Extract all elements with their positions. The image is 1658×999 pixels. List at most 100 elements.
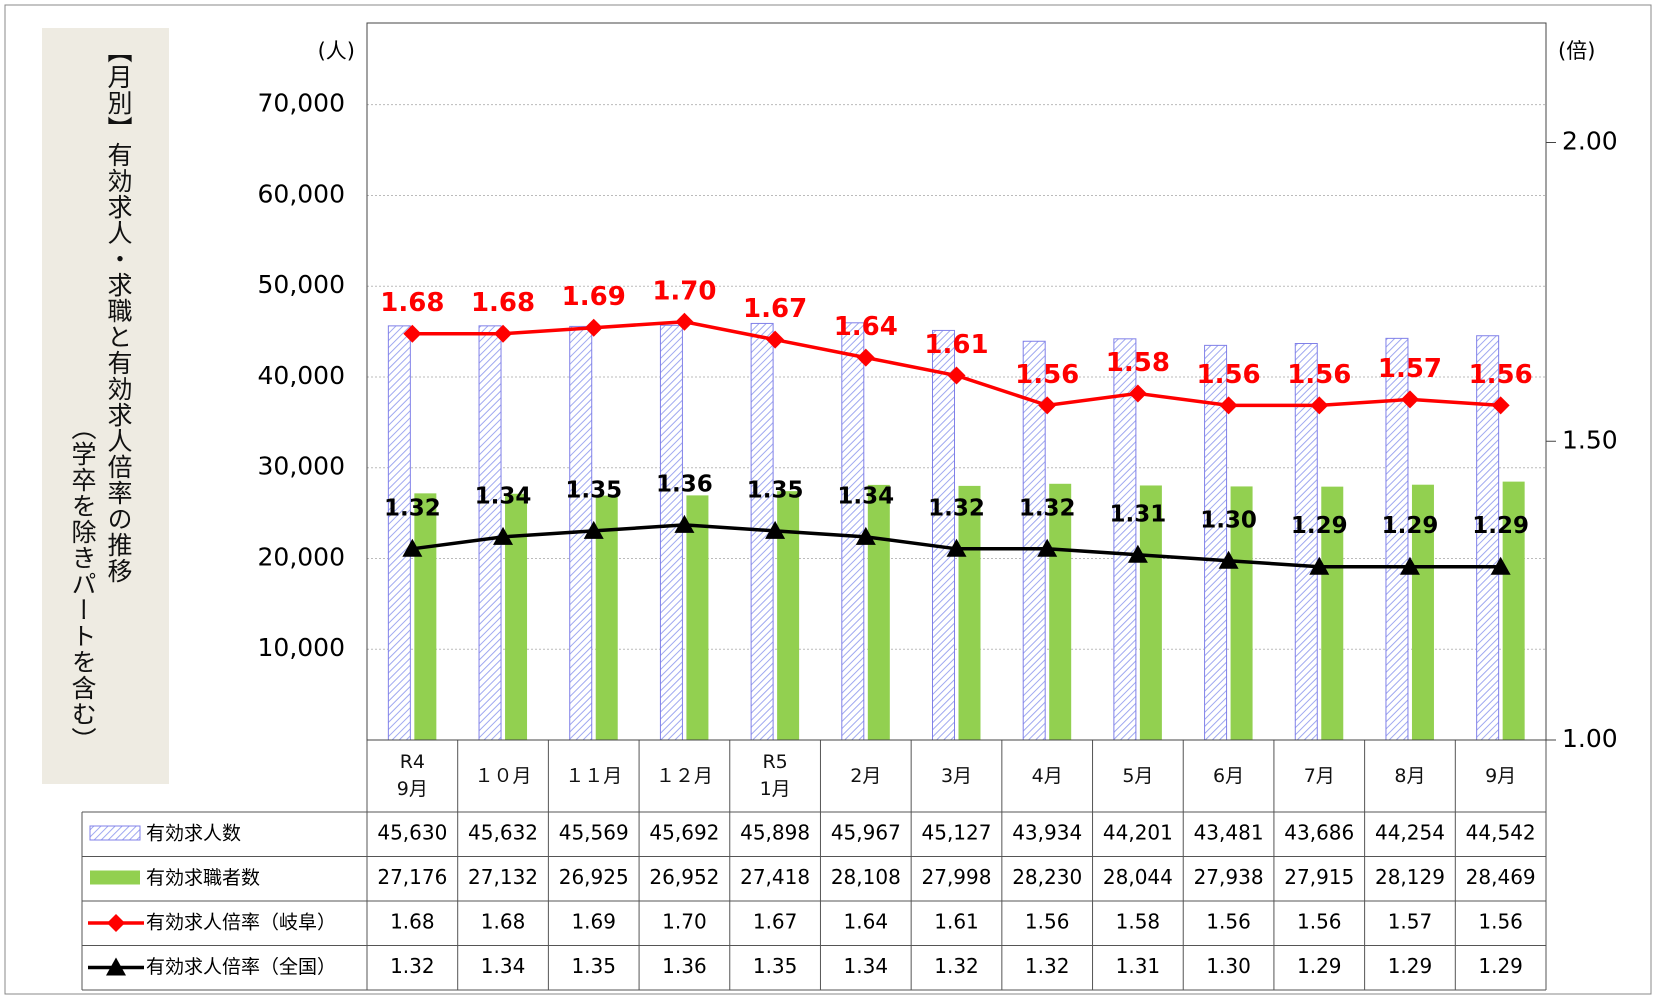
table-value: 27,132	[468, 865, 538, 889]
legend-swatch	[89, 825, 141, 841]
table-value: 1.69	[571, 910, 616, 934]
table-value: 45,569	[559, 821, 629, 845]
bar	[841, 322, 865, 741]
table-value: 28,044	[1103, 865, 1173, 889]
bar	[867, 484, 890, 740]
marker	[403, 324, 422, 343]
y-tick-label: 60,000	[258, 179, 345, 208]
data-label: 1.58	[1106, 348, 1170, 378]
bar	[1230, 486, 1253, 740]
marker	[106, 957, 126, 976]
table-value: 45,630	[377, 821, 447, 845]
bar	[387, 325, 411, 741]
data-label: 1.29	[1291, 513, 1348, 539]
table-value: 1.61	[934, 910, 979, 934]
table-value: 1.56	[1206, 910, 1251, 934]
table-value: 45,898	[740, 821, 810, 845]
x-tick-label: １０月	[474, 764, 532, 787]
x-tick-label: 6月	[1213, 764, 1245, 787]
data-label: 1.29	[1382, 513, 1439, 539]
table-value: 1.32	[934, 954, 979, 978]
marker	[675, 312, 694, 331]
marker	[766, 330, 785, 349]
table-value: 1.36	[662, 954, 707, 978]
data-label: 1.70	[652, 276, 716, 306]
table-value: 28,108	[831, 865, 901, 889]
plot-frame	[366, 22, 1547, 741]
data-label: 1.64	[834, 312, 898, 342]
bar	[1139, 485, 1162, 740]
data-label: 1.29	[1472, 513, 1529, 539]
marker	[1399, 556, 1420, 575]
legend-label: 有効求人数	[146, 823, 241, 845]
table-value: 1.56	[1478, 910, 1523, 934]
table-value: 1.57	[1388, 910, 1433, 934]
marker	[402, 538, 423, 557]
marker	[1491, 396, 1510, 415]
x-tick-label: 2月	[850, 764, 882, 787]
data-label: 1.68	[380, 288, 444, 318]
table-value: 1.32	[1025, 954, 1070, 978]
marker	[494, 324, 513, 343]
table-value: 1.56	[1025, 910, 1070, 934]
table-value: 45,127	[922, 821, 992, 845]
marker	[765, 520, 786, 539]
table-value: 1.34	[481, 954, 526, 978]
bar	[958, 485, 981, 740]
marker	[1037, 538, 1058, 557]
table-value: 28,230	[1012, 865, 1082, 889]
legend-label: 有効求人倍率（岐阜）	[146, 912, 336, 934]
y-tick-label: 20,000	[258, 542, 345, 571]
data-label: 1.35	[565, 477, 622, 503]
chart-subtitle: （学卒を除きパートを含む）	[68, 415, 97, 753]
data-label: 1.36	[656, 471, 713, 497]
table-value: 1.29	[1297, 954, 1342, 978]
marker	[584, 318, 603, 337]
x-tick-label: １２月	[655, 764, 713, 787]
table-value: 27,998	[922, 865, 992, 889]
table-value: 1.70	[662, 910, 707, 934]
table-value: 28,469	[1466, 865, 1536, 889]
marker	[1309, 556, 1330, 575]
x-tick-label: 8月	[1394, 764, 1426, 787]
table-value: 1.35	[753, 954, 798, 978]
data-label: 1.35	[747, 477, 804, 503]
table-value: 1.68	[481, 910, 526, 934]
bar	[932, 329, 955, 741]
marker	[107, 914, 125, 932]
data-label: 1.57	[1378, 354, 1442, 384]
table-value: 27,418	[740, 865, 810, 889]
marker	[856, 348, 875, 367]
table-value: 1.67	[753, 910, 798, 934]
table-value: 1.34	[844, 954, 889, 978]
y2-tick-label: 1.50	[1562, 425, 1618, 454]
y2-unit: (倍)	[1558, 39, 1595, 63]
x-tick-label: R4 9月	[396, 751, 428, 800]
x-tick-label: １１月	[565, 764, 623, 787]
chart-title: 【月別】有効求人・求職と有効求人倍率の推移	[104, 38, 133, 584]
title-box	[42, 28, 169, 784]
table-value: 45,967	[831, 821, 901, 845]
x-tick-label: 4月	[1031, 764, 1063, 787]
bar	[1411, 484, 1434, 740]
y2-tick-label: 1.00	[1562, 724, 1618, 753]
data-label: 1.56	[1196, 360, 1260, 390]
legend-label: 有効求職者数	[146, 867, 260, 889]
data-label: 1.31	[1110, 501, 1167, 527]
y-tick-label: 50,000	[258, 270, 345, 299]
bar	[1321, 486, 1344, 740]
marker	[1127, 544, 1148, 563]
table-value: 26,925	[559, 865, 629, 889]
x-tick-label: 7月	[1303, 764, 1335, 787]
x-tick-label: 3月	[940, 764, 973, 787]
data-label: 1.69	[562, 282, 626, 312]
marker	[1400, 390, 1419, 409]
table-value: 44,201	[1103, 821, 1173, 845]
table-value: 1.29	[1478, 954, 1523, 978]
table-value: 27,915	[1284, 865, 1354, 889]
marker	[1490, 556, 1511, 575]
data-label: 1.56	[1015, 360, 1079, 390]
bar	[414, 493, 437, 740]
table-value: 1.32	[390, 954, 435, 978]
